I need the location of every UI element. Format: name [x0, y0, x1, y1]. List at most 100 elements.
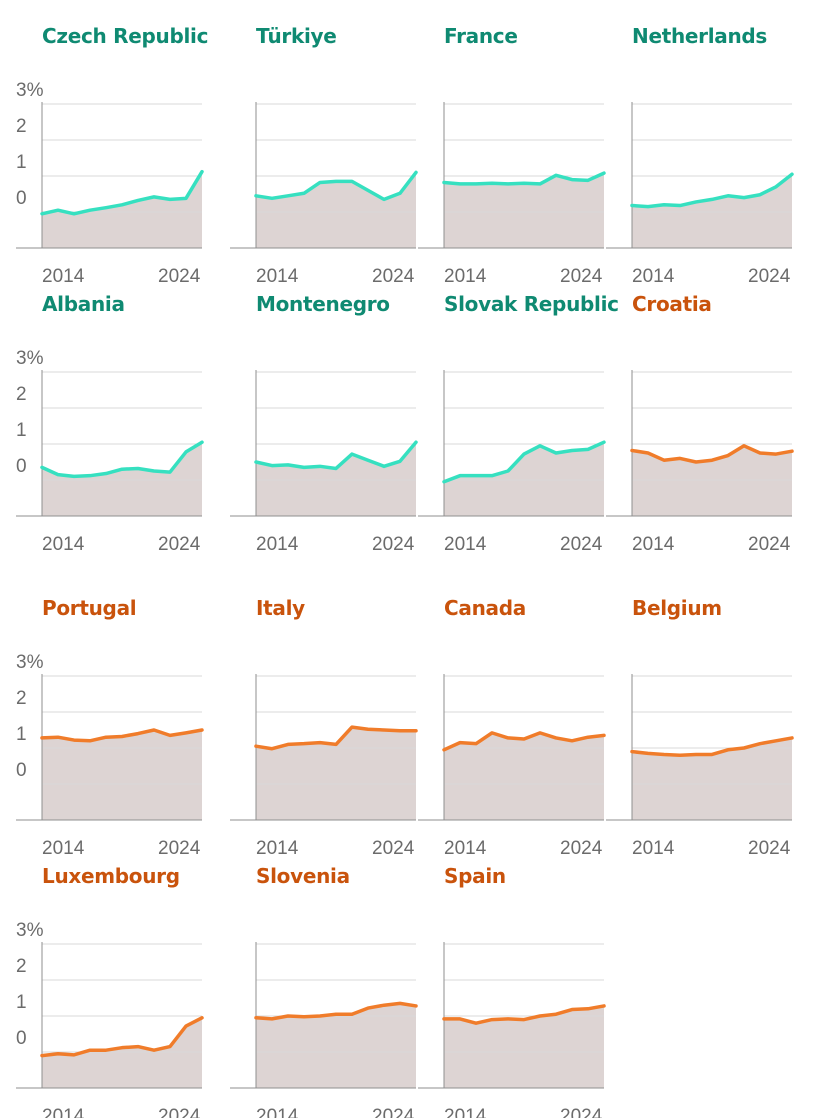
- area-fill: [632, 174, 792, 248]
- area-fill: [42, 442, 202, 516]
- series-line: [442, 731, 606, 752]
- panel-title: Luxembourg: [42, 864, 180, 888]
- y-tick-label: 1: [16, 724, 27, 745]
- panel-croatia: Croatia 2014 2024: [606, 286, 796, 555]
- panel-title: Albania: [42, 292, 125, 316]
- x-tick-label: 2014: [632, 266, 675, 287]
- x-tick-label: 2014: [444, 534, 487, 555]
- y-tick-label: 3%: [16, 80, 44, 101]
- x-tick-label: 2024: [748, 534, 791, 555]
- series-line: [40, 440, 204, 479]
- panel-title: Slovenia: [256, 864, 350, 888]
- x-tick-label: 2024: [560, 266, 603, 287]
- panel-belgium: Belgium 2014 2024: [606, 590, 796, 859]
- x-tick-label: 2014: [632, 838, 675, 859]
- mini-chart: 2014 2024: [230, 674, 418, 859]
- y-tick-label: 1: [16, 420, 27, 441]
- series-line: [40, 728, 204, 743]
- series-line: [442, 171, 606, 186]
- area-fill: [256, 1003, 416, 1088]
- x-tick-label: 2014: [444, 1106, 487, 1118]
- area-fill: [42, 171, 202, 248]
- panel-luxembourg: Luxembourg 0 1 2 3% 2014 2024: [16, 858, 206, 1118]
- series-line: [40, 169, 204, 216]
- y-tick-label: 2: [16, 956, 27, 977]
- x-tick-label: 2014: [42, 838, 85, 859]
- x-tick-label: 2024: [372, 534, 415, 555]
- mini-chart: 2014 2024: [606, 102, 794, 287]
- x-tick-label: 2024: [372, 266, 415, 287]
- series-line: [442, 440, 606, 484]
- area-fill: [42, 730, 202, 820]
- y-tick-label: 0: [16, 456, 27, 477]
- x-tick-label: 2024: [560, 1106, 603, 1118]
- panel-france: France 2014 2024: [418, 18, 608, 287]
- x-tick-label: 2014: [42, 1106, 85, 1118]
- x-tick-label: 2014: [256, 1106, 299, 1118]
- y-tick-label: 3%: [16, 652, 44, 673]
- mini-chart: 0 1 2 3% 2014 2024: [16, 80, 204, 287]
- area-fill: [444, 1005, 604, 1088]
- panel-title: Montenegro: [256, 292, 390, 316]
- panel-title: Italy: [256, 596, 305, 620]
- panel-t-rkiye: Türkiye 2014 2024: [230, 18, 420, 287]
- area-fill: [256, 442, 416, 516]
- series-line: [630, 736, 794, 757]
- mini-chart: 2014 2024: [606, 370, 794, 555]
- mini-chart: 0 1 2 3% 2014 2024: [16, 920, 204, 1118]
- panel-title: Spain: [444, 864, 506, 888]
- series-line: [630, 172, 794, 209]
- panel-albania: Albania 0 1 2 3% 2014 2024: [16, 286, 206, 555]
- y-tick-label: 0: [16, 1028, 27, 1049]
- y-tick-label: 2: [16, 688, 27, 709]
- series-line: [442, 1004, 606, 1025]
- area-fill: [256, 727, 416, 820]
- area-fill: [632, 445, 792, 516]
- panel-title: Belgium: [632, 596, 722, 620]
- panel-title: Slovak Republic: [444, 292, 619, 316]
- series-line: [254, 1001, 418, 1021]
- panel-portugal: Portugal 0 1 2 3% 2014 2024: [16, 590, 206, 859]
- series-line: [254, 440, 418, 471]
- x-tick-label: 2024: [372, 838, 415, 859]
- x-tick-label: 2014: [632, 534, 675, 555]
- panel-italy: Italy 2014 2024: [230, 590, 420, 859]
- x-tick-label: 2014: [256, 534, 299, 555]
- area-fill: [444, 732, 604, 820]
- y-tick-label: 3%: [16, 348, 44, 369]
- x-tick-label: 2024: [158, 266, 201, 287]
- area-fill: [632, 737, 792, 820]
- panel-title: Czech Republic: [42, 24, 209, 48]
- mini-chart: 2014 2024: [230, 942, 418, 1118]
- panel-netherlands: Netherlands 2014 2024: [606, 18, 796, 287]
- panel-canada: Canada 2014 2024: [418, 590, 608, 859]
- panel-spain: Spain 2014 2024: [418, 858, 608, 1118]
- y-tick-label: 1: [16, 992, 27, 1013]
- mini-chart: 2014 2024: [418, 674, 606, 859]
- series-line: [254, 725, 418, 751]
- y-tick-label: 3%: [16, 920, 44, 941]
- panel-title: Portugal: [42, 596, 137, 620]
- series-line: [254, 170, 418, 202]
- x-tick-label: 2024: [158, 1106, 201, 1118]
- x-tick-label: 2024: [560, 534, 603, 555]
- x-tick-label: 2014: [256, 838, 299, 859]
- x-tick-label: 2014: [256, 266, 299, 287]
- y-tick-label: 2: [16, 116, 27, 137]
- panel-slovak-republic: Slovak Republic 2014 2024: [418, 286, 619, 555]
- x-tick-label: 2024: [748, 266, 791, 287]
- mini-chart: 2014 2024: [230, 102, 418, 287]
- panel-title: Türkiye: [256, 24, 337, 48]
- x-tick-label: 2014: [42, 266, 85, 287]
- panel-montenegro: Montenegro 2014 2024: [230, 286, 420, 555]
- panel-czech-republic: Czech Republic 0 1 2 3% 2014 2024: [16, 18, 208, 287]
- mini-chart: 0 1 2 3% 2014 2024: [16, 348, 204, 555]
- panel-title: Croatia: [632, 292, 712, 316]
- area-fill: [444, 442, 604, 516]
- mini-chart: 2014 2024: [418, 942, 606, 1118]
- area-fill: [42, 1017, 202, 1088]
- panel-title: Netherlands: [632, 24, 768, 48]
- panel-title: Canada: [444, 596, 526, 620]
- y-tick-label: 2: [16, 384, 27, 405]
